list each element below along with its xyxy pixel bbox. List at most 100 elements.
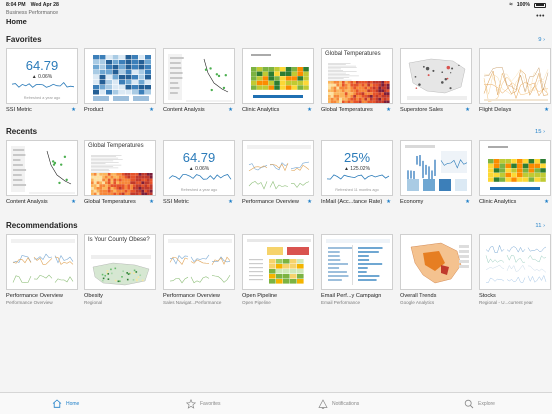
tab-notifications-label: Notifications bbox=[332, 401, 360, 407]
card-performance-overview[interactable]: Performance Overview Sales Navigat...Perf… bbox=[163, 234, 235, 305]
card-title: Content Analysis bbox=[6, 199, 48, 205]
card-flight-delays[interactable]: Flight Delays ★ bbox=[479, 48, 551, 113]
card-title: Content Analysis bbox=[163, 107, 205, 113]
tab-bar: Home Favorites Notifications Explore bbox=[0, 392, 552, 414]
card-content-analysis[interactable]: Content Analysis ★ bbox=[163, 48, 235, 113]
card-thumbnail[interactable] bbox=[6, 140, 78, 196]
tab-explore[interactable]: Explore bbox=[464, 399, 495, 409]
see-all-favorites-link[interactable]: 9 › bbox=[538, 37, 545, 43]
card-obesity[interactable]: Is Your County Obese? Obesity Regional bbox=[84, 234, 156, 305]
favorite-star-icon[interactable]: ★ bbox=[544, 199, 549, 205]
card-clinic-analytics[interactable]: Clinic Analytics ★ bbox=[479, 140, 551, 205]
card-subtitle: Open Pipeline bbox=[242, 300, 271, 305]
card-subtitle: Sales Navigat...Performance bbox=[163, 300, 222, 305]
card-thumbnail[interactable] bbox=[479, 140, 551, 196]
card-product[interactable]: Product ★ bbox=[84, 48, 156, 113]
card-thumbnail[interactable] bbox=[242, 48, 314, 104]
card-thumbnail[interactable]: Global Temperatures bbox=[84, 140, 156, 196]
card-thumbnail[interactable] bbox=[163, 48, 235, 104]
status-date: Wed Apr 28 bbox=[30, 2, 59, 8]
favorite-star-icon[interactable]: ★ bbox=[307, 199, 312, 205]
more-options-icon[interactable]: ••• bbox=[536, 13, 545, 20]
card-global-temperatures[interactable]: Global Temperatures Global Temperatures ★ bbox=[321, 48, 393, 113]
favorite-star-icon[interactable]: ★ bbox=[465, 199, 470, 205]
thumbnail-heading: Global Temperatures bbox=[88, 143, 144, 149]
card-title: Performance Overview bbox=[242, 199, 299, 205]
tab-explore-label: Explore bbox=[478, 401, 495, 407]
header: Business Performance Home ••• bbox=[0, 10, 552, 28]
card-subtitle: Regional - U...current year bbox=[479, 300, 533, 305]
battery-icon bbox=[534, 2, 546, 8]
card-title: Stocks bbox=[479, 293, 496, 299]
metric-delta: ▲ 125.02% bbox=[343, 166, 371, 172]
card-thumbnail[interactable]: 25% ▲ 125.02% Refreshed 11 months ago bbox=[321, 140, 393, 196]
favorite-star-icon[interactable]: ★ bbox=[149, 199, 154, 205]
favorite-star-icon[interactable]: ★ bbox=[228, 107, 233, 113]
metric-refresh-note: Refreshed a year ago bbox=[180, 188, 218, 192]
card-superstore-sales[interactable]: Superstore Sales ★ bbox=[400, 48, 472, 113]
tab-notifications[interactable]: Notifications bbox=[318, 399, 359, 409]
card-content-analysis[interactable]: Content Analysis ★ bbox=[6, 140, 78, 205]
favorite-star-icon[interactable]: ★ bbox=[386, 107, 391, 113]
card-title: Performance Overview bbox=[163, 293, 220, 299]
card-title: InMail (Acc...tance Rate) bbox=[321, 199, 383, 205]
card-thumbnail[interactable]: 64.79 ▲ 0.06% Refreshed a year ago bbox=[163, 140, 235, 196]
metric-delta: ▲ 0.06% bbox=[31, 74, 53, 80]
favorite-star-icon[interactable]: ★ bbox=[307, 107, 312, 113]
card-thumbnail[interactable] bbox=[400, 48, 472, 104]
thumbnail-heading: Global Temperatures bbox=[325, 51, 381, 57]
card-ssi-metric[interactable]: 64.79 ▲ 0.06% Refreshed a year ago SSI Metr… bbox=[6, 48, 78, 113]
card-thumbnail[interactable] bbox=[84, 48, 156, 104]
see-all-recents-link[interactable]: 15 › bbox=[535, 129, 545, 135]
card-thumbnail[interactable] bbox=[321, 234, 393, 290]
card-thumbnail[interactable] bbox=[479, 234, 551, 290]
card-thumbnail[interactable]: Is Your County Obese? bbox=[84, 234, 156, 290]
tab-home[interactable]: Home bbox=[52, 399, 79, 408]
star-icon bbox=[186, 399, 196, 409]
card-title: Overall Trends bbox=[400, 293, 437, 299]
card-thumbnail[interactable]: 64.79 ▲ 0.06% Refreshed a year ago bbox=[6, 48, 78, 104]
card-clinic-analytics[interactable]: Clinic Analytics ★ bbox=[242, 48, 314, 113]
card-performance-overview[interactable]: Performance Overview Performance Overview bbox=[6, 234, 78, 305]
section-count: 9 bbox=[538, 37, 542, 43]
card-title: Product bbox=[84, 107, 104, 113]
metric-delta: ▲ 0.06% bbox=[188, 166, 210, 172]
card-thumbnail[interactable]: Global Temperatures bbox=[321, 48, 393, 104]
metric-value: 64.79 bbox=[182, 150, 216, 165]
see-all-recommendations-link[interactable]: 11 › bbox=[535, 223, 545, 229]
card-thumbnail[interactable] bbox=[6, 234, 78, 290]
card-economy[interactable]: Economy ★ bbox=[400, 140, 472, 205]
card-global-temperatures[interactable]: Global Temperatures Global Temperatures ★ bbox=[84, 140, 156, 205]
tab-favorites[interactable]: Favorites bbox=[186, 399, 221, 409]
card-inmail-acc-tance-rate[interactable]: 25% ▲ 125.02% Refreshed 11 months ago InMai… bbox=[321, 140, 393, 205]
card-subtitle: Email Performance bbox=[321, 300, 361, 305]
card-overall-trends[interactable]: Overall Trends Google Analytics bbox=[400, 234, 472, 305]
section-title-favorites: Favorites bbox=[6, 35, 42, 44]
card-ssi-metric[interactable]: 64.79 ▲ 0.06% Refreshed a year ago SSI Metr… bbox=[163, 140, 235, 205]
card-title: Clinic Analytics bbox=[479, 199, 517, 205]
favorite-star-icon[interactable]: ★ bbox=[465, 107, 470, 113]
favorite-star-icon[interactable]: ★ bbox=[71, 199, 76, 205]
card-thumbnail[interactable] bbox=[400, 234, 472, 290]
section-count: 11 bbox=[535, 223, 542, 229]
favorite-star-icon[interactable]: ★ bbox=[386, 199, 391, 205]
card-open-pipeline[interactable]: Open Pipeline Open Pipeline bbox=[242, 234, 314, 305]
card-title: Clinic Analytics bbox=[242, 107, 280, 113]
card-stocks[interactable]: Stocks Regional - U...current year bbox=[479, 234, 551, 305]
card-thumbnail[interactable] bbox=[242, 140, 314, 196]
card-thumbnail[interactable] bbox=[163, 234, 235, 290]
card-thumbnail[interactable] bbox=[242, 234, 314, 290]
favorite-star-icon[interactable]: ★ bbox=[228, 199, 233, 205]
thumbnail-heading: Is Your County Obese? bbox=[88, 237, 150, 243]
tab-home-label: Home bbox=[66, 400, 80, 407]
status-bar: 8:04 PM Wed Apr 28 ≈ 100% bbox=[0, 0, 552, 10]
card-email-perf-y-campaign[interactable]: Email Perf...y Campaign Email Performance bbox=[321, 234, 393, 305]
card-performance-overview[interactable]: Performance Overview ★ bbox=[242, 140, 314, 205]
favorite-star-icon[interactable]: ★ bbox=[149, 107, 154, 113]
favorite-star-icon[interactable]: ★ bbox=[71, 107, 76, 113]
card-thumbnail[interactable] bbox=[479, 48, 551, 104]
favorite-star-icon[interactable]: ★ bbox=[544, 107, 549, 113]
section-count: 15 bbox=[534, 129, 542, 135]
metric-refresh-note: Refreshed 11 months ago bbox=[335, 188, 379, 192]
card-thumbnail[interactable] bbox=[400, 140, 472, 196]
